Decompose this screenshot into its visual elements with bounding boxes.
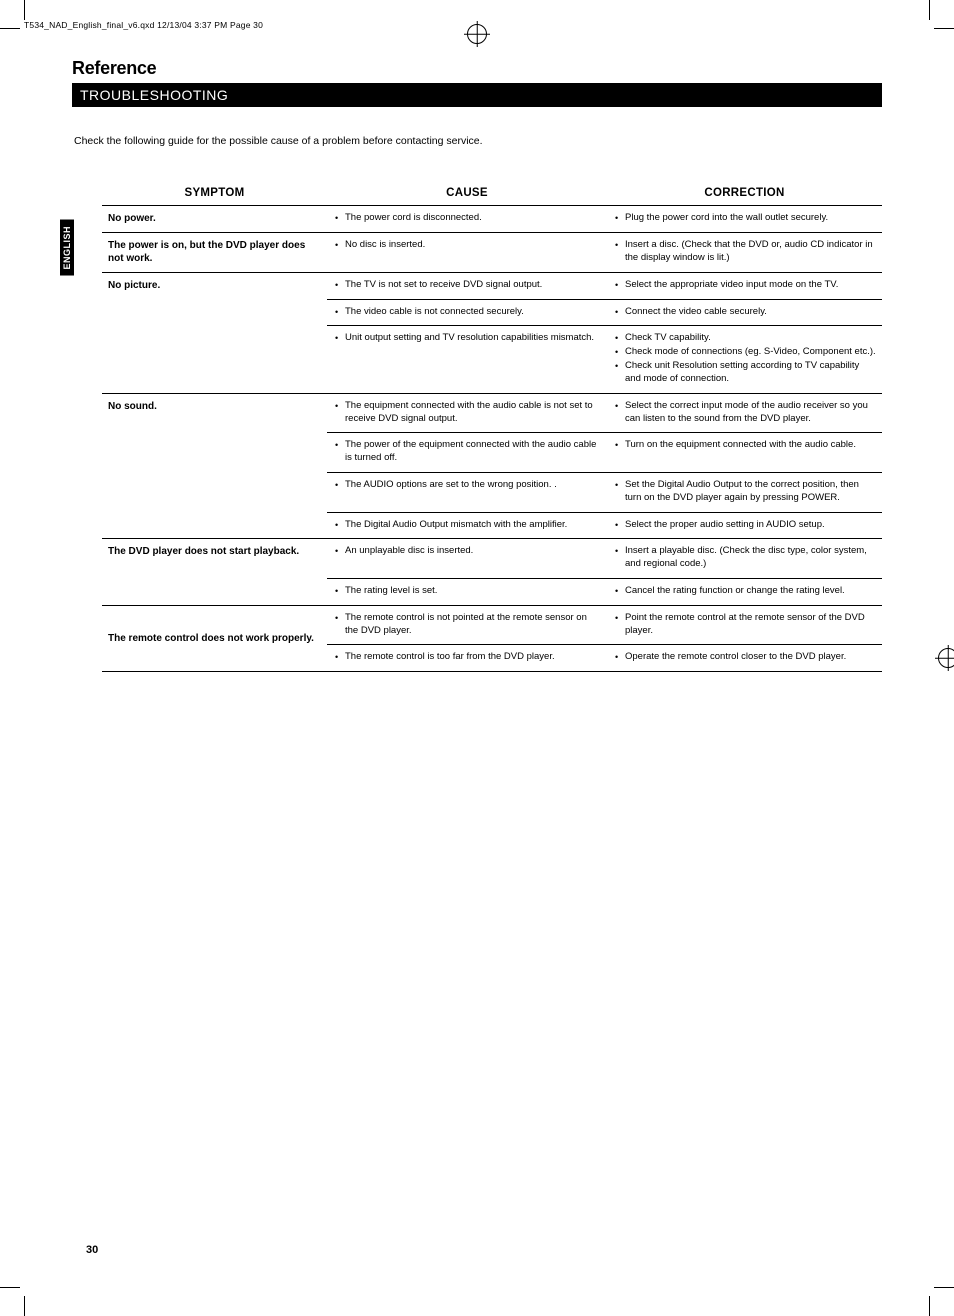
cell-correction: Point the remote control at the remote s… bbox=[607, 605, 882, 645]
cell-symptom: The remote control does not work properl… bbox=[102, 605, 327, 671]
list-item: The remote control is too far from the D… bbox=[345, 651, 601, 664]
list-item: Plug the power cord into the wall outlet… bbox=[625, 212, 876, 225]
cell-symptom: No picture. bbox=[102, 272, 327, 393]
cell-cause: The power cord is disconnected. bbox=[327, 206, 607, 233]
list-item: The equipment connected with the audio c… bbox=[345, 400, 601, 426]
list-item: The Digital Audio Output mismatch with t… bbox=[345, 519, 601, 532]
col-cause: CAUSE bbox=[327, 183, 607, 206]
table-row: No picture.The TV is not set to receive … bbox=[102, 272, 882, 299]
cell-cause: The video cable is not connected securel… bbox=[327, 299, 607, 326]
cell-cause: The Digital Audio Output mismatch with t… bbox=[327, 512, 607, 539]
cell-correction: Select the appropriate video input mode … bbox=[607, 272, 882, 299]
cell-correction: Operate the remote control closer to the… bbox=[607, 645, 882, 672]
list-item: Unit output setting and TV resolution ca… bbox=[345, 332, 601, 345]
list-item: Operate the remote control closer to the… bbox=[625, 651, 876, 664]
cell-cause: The remote control is too far from the D… bbox=[327, 645, 607, 672]
cell-cause: The rating level is set. bbox=[327, 579, 607, 606]
list-item: The remote control is not pointed at the… bbox=[345, 612, 601, 638]
troubleshooting-table: SYMPTOM CAUSE CORRECTION No power.The po… bbox=[102, 183, 882, 672]
cell-cause: An unplayable disc is inserted. bbox=[327, 539, 607, 579]
cell-cause: The TV is not set to receive DVD signal … bbox=[327, 272, 607, 299]
list-item: The video cable is not connected securel… bbox=[345, 306, 601, 319]
intro-text: Check the following guide for the possib… bbox=[74, 135, 882, 147]
cell-cause: No disc is inserted. bbox=[327, 232, 607, 272]
cell-cause: The AUDIO options are set to the wrong p… bbox=[327, 472, 607, 512]
list-item: Set the Digital Audio Output to the corr… bbox=[625, 479, 876, 505]
col-symptom: SYMPTOM bbox=[102, 183, 327, 206]
list-item: Point the remote control at the remote s… bbox=[625, 612, 876, 638]
cell-correction: Set the Digital Audio Output to the corr… bbox=[607, 472, 882, 512]
page-number: 30 bbox=[86, 1244, 98, 1256]
cell-correction: Cancel the rating function or change the… bbox=[607, 579, 882, 606]
list-item: Insert a playable disc. (Check the disc … bbox=[625, 545, 876, 571]
list-item: The power cord is disconnected. bbox=[345, 212, 601, 225]
list-item: Check mode of connections (eg. S-Video, … bbox=[625, 346, 876, 359]
list-item: The AUDIO options are set to the wrong p… bbox=[345, 479, 601, 492]
cell-symptom: The DVD player does not start playback. bbox=[102, 539, 327, 605]
list-item: Check unit Resolution setting according … bbox=[625, 360, 876, 386]
list-item: The TV is not set to receive DVD signal … bbox=[345, 279, 601, 292]
cell-correction: Plug the power cord into the wall outlet… bbox=[607, 206, 882, 233]
table-row: The DVD player does not start playback.A… bbox=[102, 539, 882, 579]
cell-correction: Check TV capability.Check mode of connec… bbox=[607, 326, 882, 393]
list-item: Turn on the equipment connected with the… bbox=[625, 439, 876, 452]
table-row: The remote control does not work properl… bbox=[102, 605, 882, 645]
cell-symptom: No sound. bbox=[102, 393, 327, 539]
cell-correction: Insert a playable disc. (Check the disc … bbox=[607, 539, 882, 579]
list-item: Select the correct input mode of the aud… bbox=[625, 400, 876, 426]
cell-correction: Insert a disc. (Check that the DVD or, a… bbox=[607, 232, 882, 272]
list-item: Connect the video cable securely. bbox=[625, 306, 876, 319]
cell-cause: Unit output setting and TV resolution ca… bbox=[327, 326, 607, 393]
list-item: Cancel the rating function or change the… bbox=[625, 585, 876, 598]
cell-correction: Turn on the equipment connected with the… bbox=[607, 433, 882, 473]
table-row: The power is on, but the DVD player does… bbox=[102, 232, 882, 272]
table-row: No sound.The equipment connected with th… bbox=[102, 393, 882, 433]
list-item: Select the proper audio setting in AUDIO… bbox=[625, 519, 876, 532]
section-title: Reference bbox=[72, 58, 882, 79]
language-tab: ENGLISH bbox=[60, 220, 74, 276]
cell-symptom: The power is on, but the DVD player does… bbox=[102, 232, 327, 272]
list-item: The power of the equipment connected wit… bbox=[345, 439, 601, 465]
section-band: TROUBLESHOOTING bbox=[72, 83, 882, 107]
table-header-row: SYMPTOM CAUSE CORRECTION bbox=[102, 183, 882, 206]
list-item: The rating level is set. bbox=[345, 585, 601, 598]
list-item: Check TV capability. bbox=[625, 332, 876, 345]
cell-cause: The power of the equipment connected wit… bbox=[327, 433, 607, 473]
list-item: An unplayable disc is inserted. bbox=[345, 545, 601, 558]
table-row: No power. The power cord is disconnected.… bbox=[102, 206, 882, 233]
cell-correction: Select the correct input mode of the aud… bbox=[607, 393, 882, 433]
list-item: Select the appropriate video input mode … bbox=[625, 279, 876, 292]
list-item: Insert a disc. (Check that the DVD or, a… bbox=[625, 239, 876, 265]
cell-cause: The equipment connected with the audio c… bbox=[327, 393, 607, 433]
cell-correction: Select the proper audio setting in AUDIO… bbox=[607, 512, 882, 539]
list-item: No disc is inserted. bbox=[345, 239, 601, 252]
cell-cause: The remote control is not pointed at the… bbox=[327, 605, 607, 645]
cell-symptom: No power. bbox=[102, 206, 327, 233]
col-correction: CORRECTION bbox=[607, 183, 882, 206]
cell-correction: Connect the video cable securely. bbox=[607, 299, 882, 326]
